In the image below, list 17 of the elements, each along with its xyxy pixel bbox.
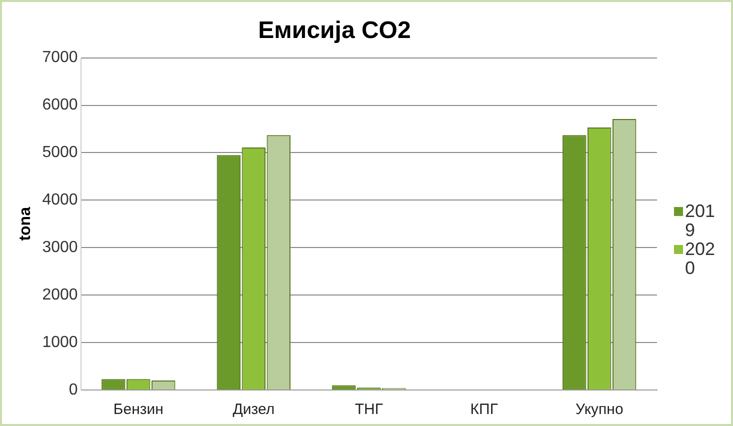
legend-label: 2020	[685, 239, 716, 278]
y-tick-label: 3000	[42, 239, 78, 256]
y-tick-label: 7000	[42, 49, 78, 66]
y-tick-label: 6000	[42, 96, 78, 114]
x-tick-label: Дизел	[232, 401, 275, 418]
legend-label: 2019	[685, 201, 716, 240]
x-tick-label: Укупно	[575, 401, 624, 418]
y-tick-label: 5000	[42, 144, 78, 162]
y-axis-title: tona	[17, 206, 34, 241]
x-tick-label: Бензин	[113, 401, 164, 418]
chart-title: Емисија CO2	[258, 17, 411, 44]
y-tick-label: 2000	[42, 286, 78, 304]
y-tick-label: 4000	[42, 192, 78, 209]
x-tick-label: КПГ	[470, 401, 498, 418]
y-tick-label: 1000	[42, 334, 78, 351]
y-tick-label: 0	[68, 381, 78, 398]
x-tick-label: ТНГ	[354, 401, 383, 418]
